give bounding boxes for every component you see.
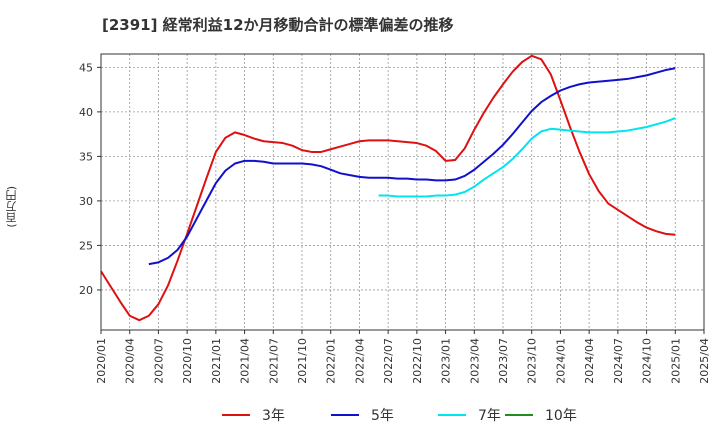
x-tick-label: 2023/07 [497, 338, 510, 384]
y-tick-label: 20 [79, 284, 93, 297]
x-tick-label: 2021/01 [210, 338, 223, 384]
series-line-3 [378, 117, 676, 198]
x-tick-label: 2020/04 [124, 338, 137, 384]
y-tick-label: 45 [79, 61, 93, 74]
x-tick-label: 2021/07 [267, 338, 280, 384]
y-tick-label: 35 [79, 150, 93, 163]
y-tick-label: 40 [79, 106, 93, 119]
legend-label-3: 7年 [478, 408, 501, 424]
plot-frame [100, 53, 705, 331]
x-tick-label: 2022/07 [382, 338, 395, 384]
y-tick-label: 30 [79, 195, 93, 208]
grid-lines [101, 54, 704, 330]
series-layer [100, 54, 676, 322]
x-tick-label: 2020/10 [181, 338, 194, 384]
plot-area [101, 54, 704, 330]
x-tick-label: 2020/01 [95, 338, 108, 384]
x-tick-label: 2023/10 [526, 338, 539, 384]
x-tick-label: 2022/10 [411, 338, 424, 384]
x-axis-ticks: 2020/01 2020/04 2020/07 2020/10 2021/01 2021/… [95, 330, 711, 384]
x-tick-label: 2023/01 [440, 338, 453, 384]
x-tick-label: 2021/10 [296, 338, 309, 384]
x-tick-label: 2022/04 [353, 338, 366, 384]
y-tick-label: 25 [79, 239, 93, 252]
chart-title: [2391] 経常利益12か月移動合計の標準偏差の推移 [102, 16, 454, 34]
x-tick-label: 2024/01 [554, 338, 567, 384]
legend: 3年 5年 7年 10年 [222, 408, 577, 424]
x-tick-label: 2025/01 [669, 338, 682, 384]
legend-label-4: 10年 [545, 408, 577, 424]
y-axis-ticks: 20 25 30 35 40 45 [79, 61, 101, 297]
x-tick-label: 2024/07 [612, 338, 625, 384]
x-tick-label: 2024/04 [583, 338, 596, 384]
x-tick-label: 2022/01 [325, 338, 338, 384]
x-tick-label: 2021/04 [239, 338, 252, 384]
legend-label-1: 3年 [262, 408, 285, 424]
legend-label-2: 5年 [371, 408, 394, 424]
x-tick-label: 2025/04 [698, 338, 711, 384]
series-line-1 [100, 54, 676, 322]
x-tick-label: 2024/10 [641, 338, 654, 384]
x-tick-label: 2023/04 [468, 338, 481, 384]
x-tick-label: 2020/07 [152, 338, 165, 384]
series-line-2 [148, 67, 676, 266]
